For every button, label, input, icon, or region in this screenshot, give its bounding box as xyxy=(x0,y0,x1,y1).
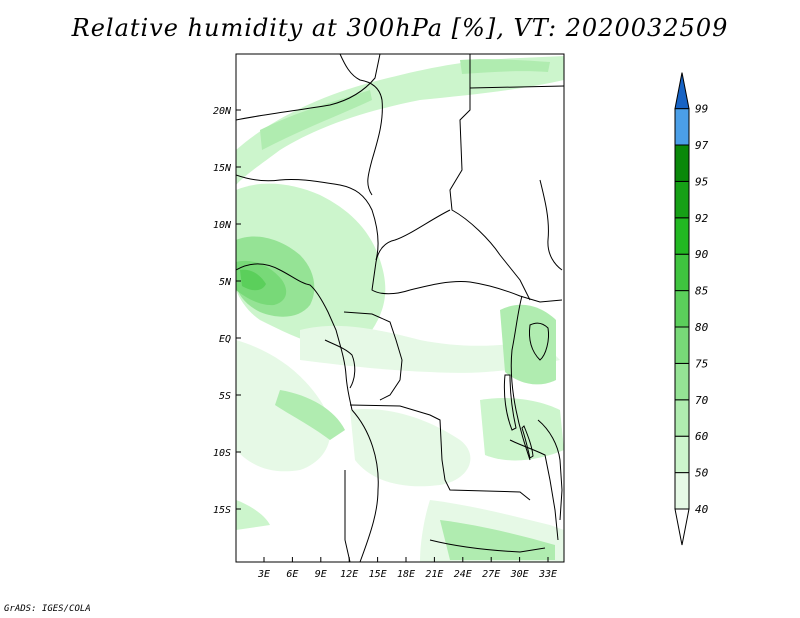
colorbar-segment xyxy=(674,144,690,182)
lat-tick-label: 5N xyxy=(219,277,232,288)
colorbar-segment xyxy=(674,362,690,401)
colorbar-label: 75 xyxy=(695,357,708,370)
colorbar-label: 40 xyxy=(695,503,709,516)
lon-tick-label: 27E xyxy=(482,569,500,580)
colorbar-upper-arrow xyxy=(674,72,690,110)
colorbar-label: 92 xyxy=(695,212,709,225)
latitude-axis: 20N 15N 10N 5N EQ 5S 10S 15S xyxy=(213,106,241,516)
lon-tick-label: 33E xyxy=(538,569,557,580)
lon-tick-label: 12E xyxy=(340,569,358,580)
lon-tick-label: 30E xyxy=(510,569,529,580)
grads-credit: GrADS: IGES/COLA xyxy=(4,604,91,614)
lat-tick-label: 10S xyxy=(213,448,231,459)
colorbar-label: 97 xyxy=(695,139,709,152)
colorbar-segment xyxy=(674,217,690,255)
lon-tick-label: 6E xyxy=(286,569,298,580)
lon-tick-label: 15E xyxy=(369,569,387,580)
lat-tick-label: 10N xyxy=(213,220,232,231)
lat-tick-label: 15N xyxy=(213,163,232,174)
map-frame xyxy=(235,53,565,563)
colorbar-segment xyxy=(674,108,690,146)
colorbar-label: 85 xyxy=(695,285,708,298)
colorbar-label: 99 xyxy=(695,103,708,116)
colorbar-segment xyxy=(674,180,690,219)
colorbar-segment xyxy=(674,435,690,474)
lat-tick-label: 5S xyxy=(219,391,231,402)
chart-title: Relative humidity at 300hPa [%], VT: 202… xyxy=(71,14,729,42)
colorbar-segment xyxy=(674,326,690,364)
lon-tick-label: 21E xyxy=(425,569,443,580)
lat-tick-label: EQ xyxy=(219,334,231,345)
colorbar-segment xyxy=(674,399,690,437)
colorbar-label: 50 xyxy=(695,467,709,480)
lat-tick-label: 20N xyxy=(213,106,232,117)
colorbar-label: 70 xyxy=(695,394,709,407)
lon-tick-label: 18E xyxy=(397,569,415,580)
lon-tick-label: 24E xyxy=(454,569,472,580)
lon-tick-label: 9E xyxy=(315,569,327,580)
colorbar-label: 95 xyxy=(695,175,708,188)
lon-tick-label: 3E xyxy=(257,569,270,580)
colorbar-label: 80 xyxy=(695,321,709,334)
colorbar-label: 60 xyxy=(695,430,709,443)
colorbar-label: 90 xyxy=(695,248,709,261)
colorbar-segment xyxy=(674,253,690,292)
humidity-shading xyxy=(236,56,564,562)
longitude-axis: 3E 6E 9E 12E 15E 18E 21E 24E 27E 30E 33E xyxy=(257,557,557,580)
colorbar-legend: 40 50 60 70 75 80 85 90 92 95 97 99 xyxy=(674,72,709,546)
country-borders xyxy=(236,54,564,562)
lakes xyxy=(503,322,549,459)
colorbar-segment xyxy=(674,290,690,328)
colorbar-lower-arrow xyxy=(674,508,690,546)
colorbar-segment xyxy=(674,472,690,510)
lat-tick-label: 15S xyxy=(213,505,231,516)
